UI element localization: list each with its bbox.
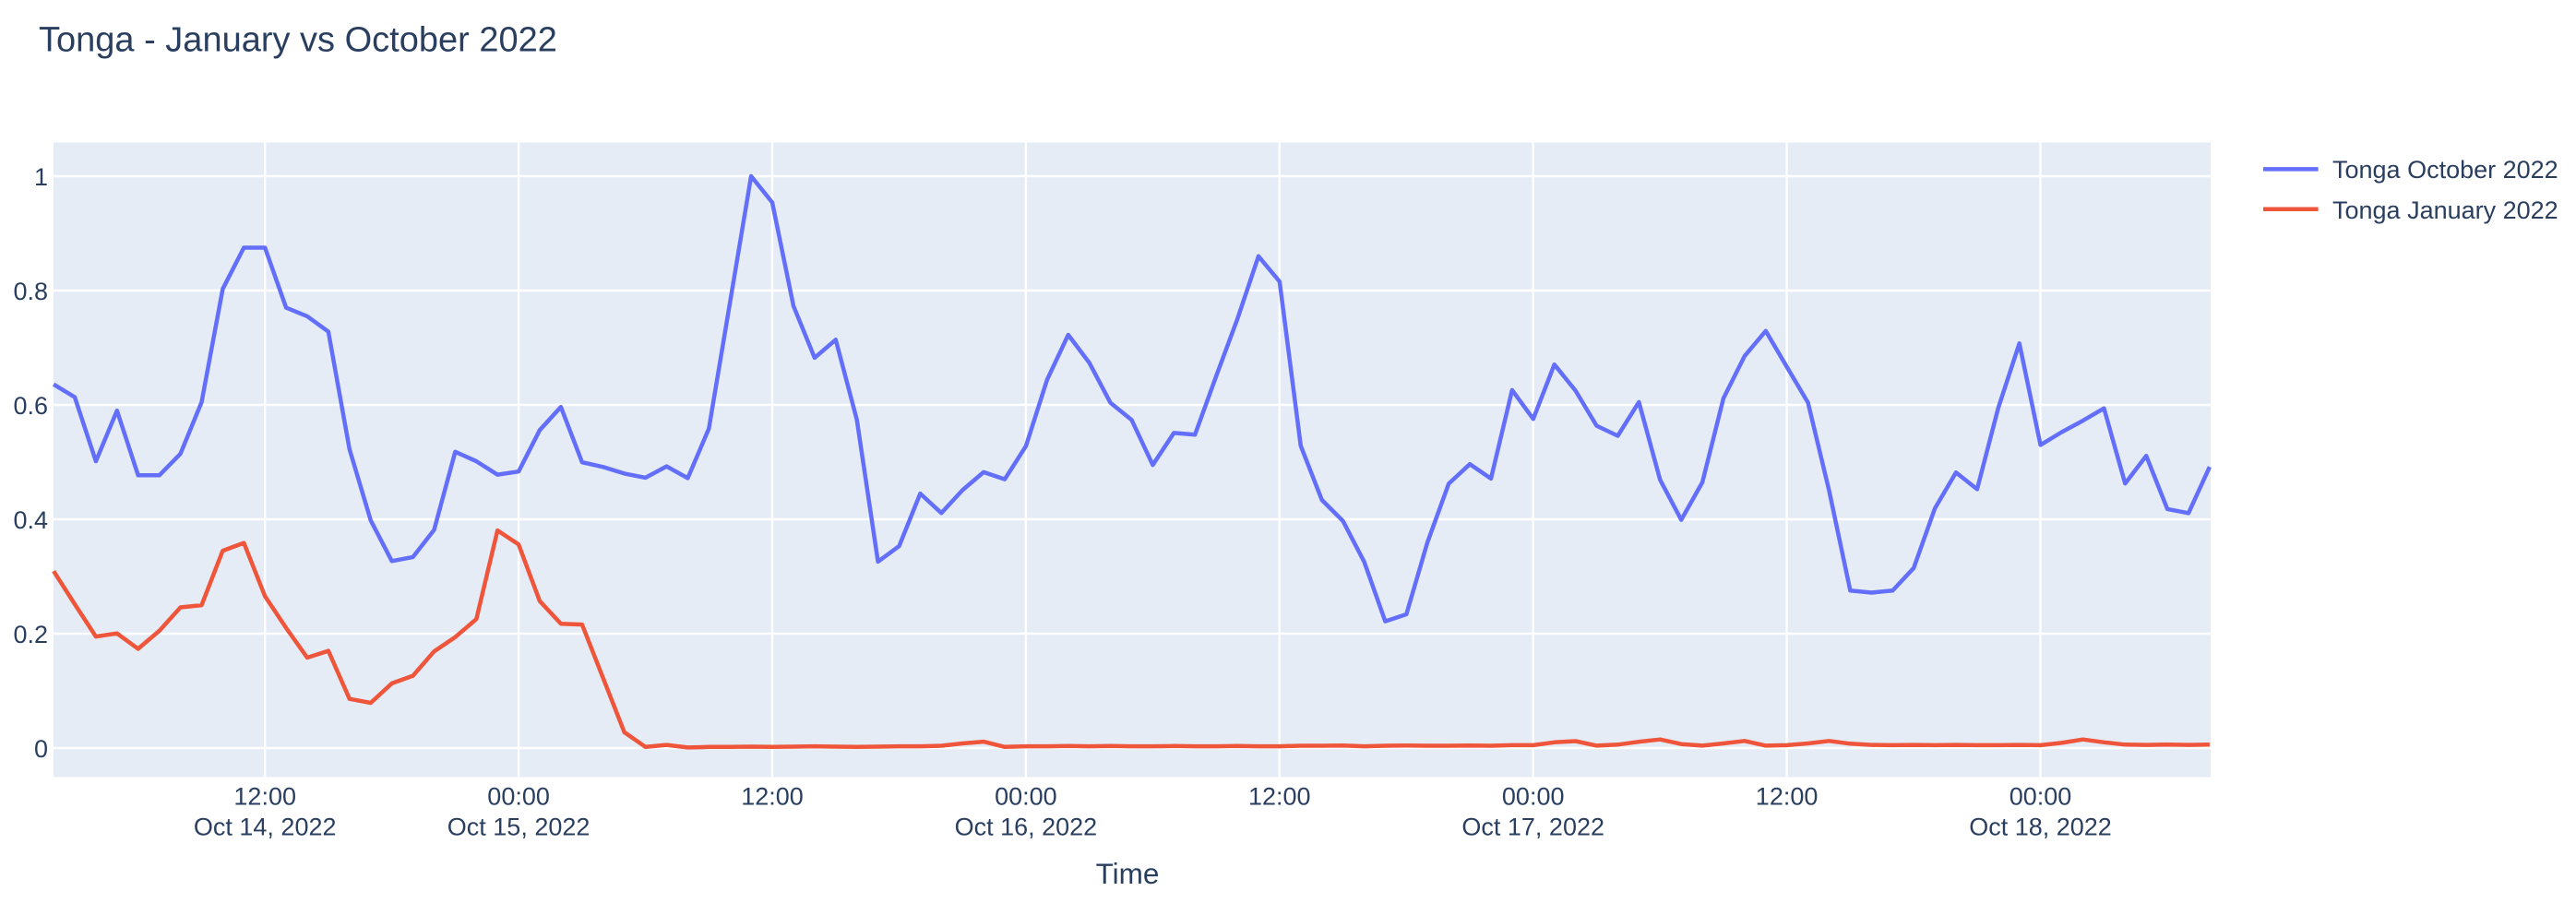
svg-text:0.2: 0.2 [13,621,48,648]
svg-text:Oct 15, 2022: Oct 15, 2022 [447,814,590,841]
svg-text:Oct 18, 2022: Oct 18, 2022 [1969,814,2112,841]
svg-text:1: 1 [34,163,48,191]
svg-text:00:00: 00:00 [487,783,550,811]
svg-text:Oct 16, 2022: Oct 16, 2022 [955,814,1098,841]
svg-text:0.6: 0.6 [13,392,48,420]
svg-text:12:00: 12:00 [1248,783,1311,811]
svg-text:Time: Time [1096,857,1160,890]
svg-text:12:00: 12:00 [1756,783,1819,811]
svg-text:00:00: 00:00 [995,783,1057,811]
svg-text:00:00: 00:00 [2010,783,2072,811]
svg-text:Tonga - January vs October 202: Tonga - January vs October 2022 [39,21,557,60]
svg-text:0.4: 0.4 [13,506,48,534]
svg-text:Oct 17, 2022: Oct 17, 2022 [1461,814,1604,841]
svg-text:12:00: 12:00 [741,783,804,811]
svg-text:0: 0 [34,735,48,763]
svg-text:Tonga January 2022: Tonga January 2022 [2332,196,2558,224]
svg-text:12:00: 12:00 [233,783,296,811]
svg-text:Tonga October 2022: Tonga October 2022 [2332,156,2558,184]
svg-text:0.8: 0.8 [13,278,48,305]
svg-text:00:00: 00:00 [1502,783,1565,811]
svg-text:Oct 14, 2022: Oct 14, 2022 [194,814,337,841]
